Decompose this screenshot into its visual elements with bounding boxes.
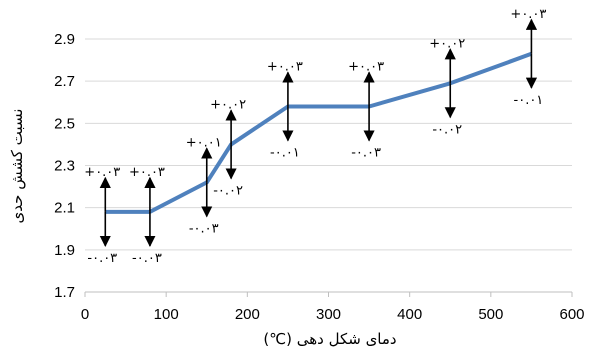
error-bars — [99, 18, 538, 248]
x-tick-label: 500 — [478, 306, 503, 323]
lower-error-label: -۰.۰۳ — [87, 251, 117, 266]
y-tick-label: 1.7 — [54, 284, 75, 301]
y-tick-labels: 1.7 1.9 2.1 2.3 2.5 2.7 2.9 — [54, 31, 75, 301]
upper-error-label: +۰.۰۲ — [429, 36, 465, 51]
upper-error-label: +۰.۰۳ — [84, 165, 120, 180]
upper-error-label: +۰.۰۳ — [129, 165, 165, 180]
lower-error-label: -۰.۰۲ — [432, 122, 462, 137]
y-axis-title: نسبت کشش حدی — [8, 109, 26, 224]
y-tick-label: 2.7 — [54, 73, 75, 90]
upper-error-label: +۰.۰۳ — [510, 7, 546, 22]
series-line — [105, 51, 533, 214]
x-tick-labels: 0 100 200 300 400 500 600 — [81, 306, 585, 323]
x-tick-label: 300 — [316, 306, 341, 323]
lower-error-label: -۰.۰۳ — [351, 145, 381, 160]
lower-error-label: -۰.۰۱ — [514, 93, 544, 108]
lower-error-label: -۰.۰۳ — [132, 251, 162, 266]
x-tick-label: 200 — [235, 306, 260, 323]
axes — [84, 291, 573, 297]
error-annotations: +۰.۰۳ -۰.۰۳ +۰.۰۳ -۰.۰۳ +۰.۰۱ -۰.۰۳ +۰.۰۲ -۰.۰۲… — [84, 7, 546, 266]
x-axis-title: دمای شکل دهی (℃) — [263, 330, 396, 348]
lower-error-label: -۰.۰۲ — [213, 183, 243, 198]
y-tick-label: 2.3 — [54, 158, 75, 175]
lower-error-label: -۰.۰۳ — [189, 221, 219, 236]
lower-error-label: -۰.۰۱ — [270, 145, 300, 160]
y-tick-label: 2.9 — [54, 31, 75, 48]
x-tick-label: 400 — [397, 306, 422, 323]
series — [105, 51, 533, 214]
y-tick-label: 2.1 — [54, 200, 75, 217]
y-tick-label: 2.5 — [54, 115, 75, 132]
gridlines — [85, 38, 572, 251]
x-tick-label: 600 — [559, 306, 584, 323]
upper-error-label: +۰.۰۳ — [267, 59, 303, 74]
x-tick-label: 0 — [81, 306, 89, 323]
x-tick-label: 100 — [154, 306, 179, 323]
upper-error-label: +۰.۰۱ — [186, 135, 222, 150]
upper-error-label: +۰.۰۲ — [210, 97, 246, 112]
y-tick-label: 1.9 — [54, 242, 75, 259]
upper-error-label: +۰.۰۳ — [348, 59, 384, 74]
